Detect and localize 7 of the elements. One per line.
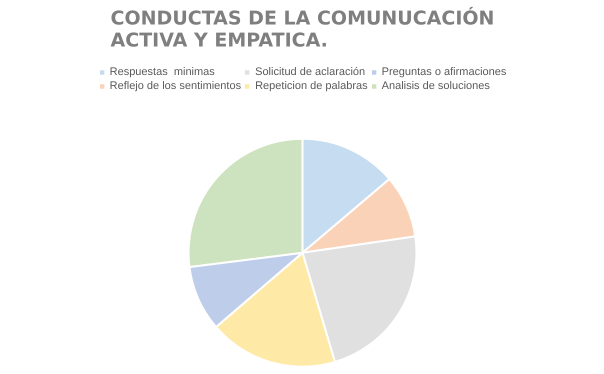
legend-label: Preguntas o afirmaciones [382,66,506,78]
chart-title: CONDUCTAS DE LA COMUNUCACIÓN ACTIVA Y EMPATICA. [110,6,494,52]
legend-label: Analisis de soluciones [382,80,490,92]
legend-label: Solicitud de aclaración [255,66,366,78]
legend-label: Respuestas minimas [110,66,215,78]
legend-label: Reflejo de los sentimientos [110,80,242,92]
legend-label: Repeticion de palabras [255,80,368,92]
